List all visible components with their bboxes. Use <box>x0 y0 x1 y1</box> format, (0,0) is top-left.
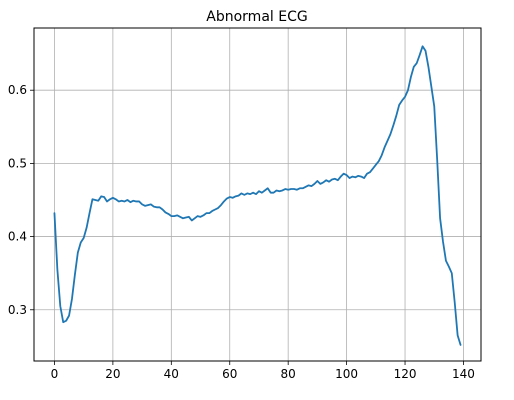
x-tick-label: 40 <box>164 367 179 381</box>
y-tick-label: 0.5 <box>8 156 27 170</box>
x-tick-label: 20 <box>105 367 120 381</box>
x-tick-label: 100 <box>335 367 358 381</box>
plot-frame <box>33 27 482 362</box>
y-axis-ticks: 0.3 0.4 0.5 0.6 <box>8 83 34 317</box>
x-tick-label: 0 <box>51 367 59 381</box>
x-tick-label: 120 <box>394 367 417 381</box>
ecg-series-line <box>53 45 462 346</box>
x-axis-ticks: 0 20 40 60 80 100 120 140 <box>51 361 475 381</box>
series-group <box>53 45 462 346</box>
chart-title: Abnormal ECG <box>206 9 307 25</box>
x-tick-label: 60 <box>222 367 237 381</box>
x-tick-label: 140 <box>452 367 475 381</box>
y-tick-label: 0.3 <box>8 303 27 317</box>
x-tick-label: 80 <box>281 367 296 381</box>
grid <box>34 28 481 361</box>
y-tick-label: 0.6 <box>8 83 27 97</box>
y-tick-label: 0.4 <box>8 230 27 244</box>
